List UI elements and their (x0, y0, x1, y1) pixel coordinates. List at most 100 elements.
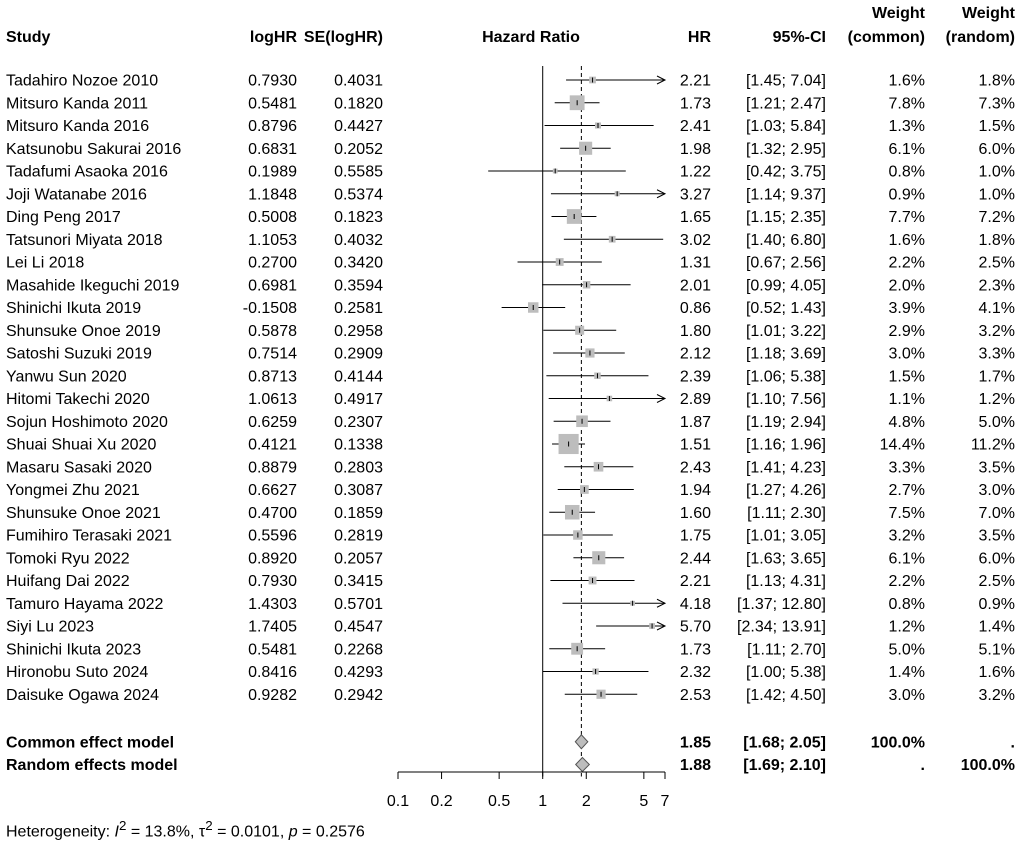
x-axis-tick-label: 0.2 (430, 793, 452, 810)
study-weight-random: 6.0% (979, 550, 1015, 567)
header-weight-common-sub: (common) (848, 29, 925, 46)
study-se: 0.2057 (334, 550, 383, 567)
study-loghr: 0.6627 (248, 482, 297, 499)
study-hr: 0.86 (680, 300, 711, 317)
study-weight-common: 1.6% (889, 232, 925, 249)
study-se: 0.1859 (334, 505, 383, 522)
study-ci: [1.41; 4.23] (746, 459, 826, 476)
study-loghr: 0.5878 (248, 323, 297, 340)
study-weight-common: 2.2% (889, 573, 925, 590)
study-ci: [1.03; 5.84] (746, 118, 826, 135)
study-loghr: 1.7405 (248, 619, 297, 636)
study-hr: 3.02 (680, 232, 711, 249)
study-name: Joji Watanabe 2016 (6, 186, 147, 203)
study-loghr: 0.6259 (248, 414, 297, 431)
study-loghr: 0.5481 (248, 95, 297, 112)
study-name: Shinichi Ikuta 2023 (6, 641, 141, 658)
study-weight-common: 7.5% (889, 505, 925, 522)
study-ci: [1.27; 4.26] (746, 482, 826, 499)
study-weight-common: 0.8% (889, 164, 925, 181)
heterogeneity-footnote: Heterogeneity: I2 = 13.8%, τ2 = 0.0101, … (6, 818, 365, 841)
summary-weight-common: . (921, 757, 925, 774)
study-weight-random: 3.2% (979, 687, 1015, 704)
study-weight-random: 6.0% (979, 141, 1015, 158)
study-hr: 1.94 (680, 482, 711, 499)
study-weight-common: 7.7% (889, 209, 925, 226)
study-ci: [1.21; 2.47] (746, 95, 826, 112)
ci-arrow (656, 394, 667, 403)
study-weight-random: 1.0% (979, 186, 1015, 203)
study-name: Mitsuro Kanda 2016 (6, 118, 149, 135)
study-hr: 2.44 (680, 550, 711, 567)
study-hr: 2.89 (680, 391, 711, 408)
study-hr: 1.65 (680, 209, 711, 226)
study-se: 0.2052 (334, 141, 383, 158)
study-name: Lei Li 2018 (6, 255, 84, 272)
study-loghr: 0.8920 (248, 550, 297, 567)
study-weight-common: 2.7% (889, 482, 925, 499)
study-se: 0.4144 (334, 368, 383, 385)
ci-arrow (656, 621, 667, 631)
ci-arrow (656, 189, 667, 199)
study-weight-common: 1.5% (889, 368, 925, 385)
study-loghr: 0.2700 (248, 255, 297, 272)
study-weight-common: 0.9% (889, 186, 925, 203)
study-se: 0.3420 (334, 255, 383, 272)
study-se: 0.5374 (334, 186, 383, 203)
summary-diamond (574, 756, 591, 773)
x-axis-tick-label: 7 (661, 793, 670, 810)
study-weight-common: 2.9% (889, 323, 925, 340)
summary-ci: [1.68; 2.05] (743, 734, 826, 751)
summary-name: Random effects model (6, 757, 178, 774)
study-loghr: 0.1989 (248, 164, 297, 181)
study-se: 0.4917 (334, 391, 383, 408)
study-se: 0.3415 (334, 573, 383, 590)
study-ci: [1.10; 7.56] (746, 391, 826, 408)
study-weight-common: 1.3% (889, 118, 925, 135)
study-name: Sojun Hoshimoto 2020 (6, 414, 168, 431)
study-weight-common: 3.2% (889, 528, 925, 545)
x-axis-tick-label: 1 (538, 793, 547, 810)
study-se: 0.4031 (334, 73, 383, 90)
study-name: Tamuro Hayama 2022 (6, 596, 164, 613)
study-se: 0.2942 (334, 687, 383, 704)
study-hr: 2.32 (680, 664, 711, 681)
study-hr: 1.60 (680, 505, 711, 522)
study-name: Shuai Shuai Xu 2020 (6, 437, 156, 454)
study-hr: 2.39 (680, 368, 711, 385)
header-study: Study (6, 29, 51, 46)
study-ci: [0.99; 4.05] (746, 277, 826, 294)
study-hr: 5.70 (680, 619, 711, 636)
ci-arrow (656, 75, 667, 85)
study-se: 0.2307 (334, 414, 383, 431)
study-name: Satoshi Suzuki 2019 (6, 346, 152, 363)
study-name: Siyi Lu 2023 (6, 619, 94, 636)
study-hr: 1.87 (680, 414, 711, 431)
study-loghr: 0.8416 (248, 664, 297, 681)
study-loghr: 0.8879 (248, 459, 297, 476)
study-weight-random: 1.4% (979, 619, 1015, 636)
study-se: 0.5585 (334, 164, 383, 181)
study-weight-common: 0.8% (889, 596, 925, 613)
study-weight-random: 3.2% (979, 323, 1015, 340)
study-weight-common: 7.8% (889, 95, 925, 112)
study-ci: [1.14; 9.37] (746, 186, 826, 203)
study-name: Ding Peng 2017 (6, 209, 121, 226)
study-loghr: 0.5008 (248, 209, 297, 226)
study-hr: 2.41 (680, 118, 711, 135)
study-weight-random: 1.7% (979, 368, 1015, 385)
study-se: 0.2958 (334, 323, 383, 340)
study-name: Tomoki Ryu 2022 (6, 550, 130, 567)
study-weight-random: 3.5% (979, 459, 1015, 476)
study-loghr: 0.8796 (248, 118, 297, 135)
study-ci: [1.11; 2.70] (747, 641, 826, 658)
study-ci: [1.63; 3.65] (746, 550, 826, 567)
study-hr: 1.98 (680, 141, 711, 158)
study-weight-random: 4.1% (979, 300, 1015, 317)
study-ci: [1.37; 12.80] (737, 596, 826, 613)
study-weight-common: 2.2% (889, 255, 925, 272)
study-hr: 3.27 (680, 186, 711, 203)
study-name: Katsunobu Sakurai 2016 (6, 141, 181, 158)
study-weight-random: 3.0% (979, 482, 1015, 499)
